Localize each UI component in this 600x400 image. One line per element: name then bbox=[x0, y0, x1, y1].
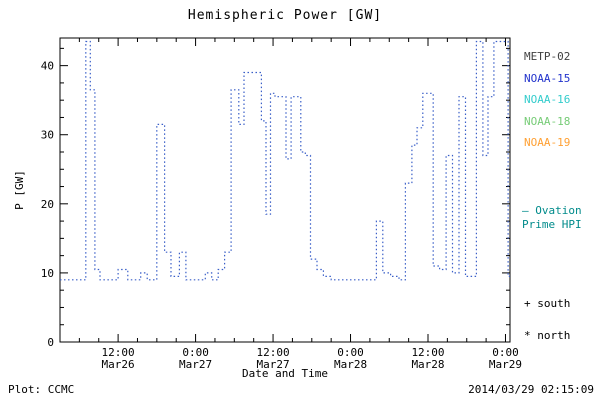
x-tick-time-label: 0:00 bbox=[182, 346, 209, 359]
x-tick-time-label: 0:00 bbox=[337, 346, 364, 359]
north-marker-label: * north bbox=[524, 329, 571, 342]
x-tick-date-label: Mar29 bbox=[489, 358, 522, 371]
x-tick-time-label: 0:00 bbox=[492, 346, 519, 359]
y-tick-label: 30 bbox=[41, 129, 54, 142]
legend-item-noaa15: NOAA-15 bbox=[524, 71, 571, 85]
plot-timestamp: 2014/03/29 02:15:09 bbox=[468, 383, 594, 396]
south-marker-label: + south bbox=[524, 297, 571, 310]
x-tick-time-label: 12:00 bbox=[102, 346, 135, 359]
legend-item-noaa19: NOAA-19 bbox=[524, 136, 571, 149]
x-axis-label: Date and Time bbox=[241, 367, 329, 380]
x-tick-date-label: Mar28 bbox=[334, 358, 367, 371]
x-tick-date-label: Mar26 bbox=[102, 358, 135, 371]
legend-item-noaa18: NOAA-18 bbox=[524, 114, 571, 128]
y-tick-label: 0 bbox=[47, 336, 54, 349]
x-tick-date-label: Mar28 bbox=[411, 358, 444, 371]
x-tick-date-label: Mar27 bbox=[256, 358, 289, 371]
y-tick-label: 10 bbox=[41, 267, 54, 280]
chart-title: Hemispheric Power [GW] bbox=[187, 8, 383, 23]
plot-frame bbox=[59, 37, 511, 343]
y-tick-label: 20 bbox=[41, 198, 54, 211]
x-tick-time-label: 12:00 bbox=[256, 346, 289, 359]
legend-item-noaa16: NOAA-16 bbox=[524, 93, 571, 106]
satellite-legend: METP-02 NOAA-15 NOAA-16 NOAA-18 NOAA-19 bbox=[524, 46, 570, 154]
x-tick-date-label: Mar27 bbox=[179, 358, 212, 371]
hpi-step-trace bbox=[60, 40, 510, 281]
ovation-line2: Prime HPI bbox=[522, 218, 582, 231]
x-tick-time-label: 12:00 bbox=[411, 346, 444, 359]
ovation-prime-label: – Ovation Prime HPI bbox=[522, 204, 582, 232]
plot-credit: Plot: CCMC bbox=[8, 383, 75, 396]
ovation-line1: – Ovation bbox=[522, 204, 582, 217]
y-tick-label: 40 bbox=[41, 60, 54, 73]
legend-item-metp02: METP-02 bbox=[524, 50, 571, 63]
